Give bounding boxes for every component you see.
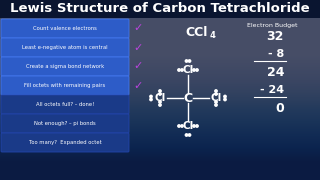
Text: Least e-negative atom is central: Least e-negative atom is central: [22, 45, 108, 50]
Text: Cl: Cl: [210, 93, 222, 103]
Text: Create a sigma bond network: Create a sigma bond network: [26, 64, 104, 69]
Circle shape: [150, 95, 152, 98]
Circle shape: [196, 69, 198, 71]
Circle shape: [215, 104, 217, 106]
Text: All octets full? – done!: All octets full? – done!: [36, 102, 94, 107]
Text: CCl: CCl: [185, 26, 207, 39]
Text: Cl: Cl: [182, 65, 194, 75]
Circle shape: [215, 90, 217, 92]
Text: Cl: Cl: [182, 121, 194, 131]
Circle shape: [196, 125, 198, 127]
Text: ✓: ✓: [133, 42, 143, 53]
Text: Too many?  Expanded octet: Too many? Expanded octet: [28, 140, 101, 145]
Circle shape: [224, 98, 226, 101]
Circle shape: [178, 69, 180, 71]
Circle shape: [181, 125, 183, 127]
FancyBboxPatch shape: [1, 133, 129, 152]
Circle shape: [159, 90, 161, 92]
Circle shape: [159, 104, 161, 106]
Text: ✓: ✓: [133, 62, 143, 71]
Text: ✓: ✓: [133, 24, 143, 33]
FancyBboxPatch shape: [1, 76, 129, 95]
Circle shape: [159, 101, 161, 103]
Text: 32: 32: [267, 30, 284, 42]
Circle shape: [178, 125, 180, 127]
Text: Electron Budget: Electron Budget: [247, 24, 297, 28]
Text: Cl: Cl: [154, 93, 166, 103]
FancyBboxPatch shape: [1, 114, 129, 133]
Circle shape: [215, 93, 217, 95]
Circle shape: [181, 69, 183, 71]
Text: - 24: - 24: [260, 85, 284, 95]
FancyBboxPatch shape: [1, 19, 129, 38]
Text: Count valence electrons: Count valence electrons: [33, 26, 97, 31]
Text: - 8: - 8: [268, 49, 284, 59]
Text: Fill octets with remaining pairs: Fill octets with remaining pairs: [24, 83, 106, 88]
Text: ✓: ✓: [133, 80, 143, 91]
Text: Lewis Structure of Carbon Tetrachloride: Lewis Structure of Carbon Tetrachloride: [10, 3, 310, 15]
Text: C: C: [183, 91, 193, 105]
FancyBboxPatch shape: [1, 38, 129, 57]
Circle shape: [188, 60, 191, 62]
FancyBboxPatch shape: [1, 57, 129, 76]
Circle shape: [193, 125, 195, 127]
Text: 4: 4: [210, 31, 216, 40]
Circle shape: [150, 98, 152, 101]
Circle shape: [215, 101, 217, 103]
FancyBboxPatch shape: [1, 95, 129, 114]
Circle shape: [185, 60, 188, 62]
Text: Not enough? – pi bonds: Not enough? – pi bonds: [34, 121, 96, 126]
Text: 24: 24: [267, 66, 284, 78]
Circle shape: [224, 95, 226, 98]
FancyBboxPatch shape: [0, 0, 320, 18]
Circle shape: [159, 93, 161, 95]
Circle shape: [193, 69, 195, 71]
Text: 0: 0: [275, 102, 284, 114]
Circle shape: [188, 134, 191, 136]
Circle shape: [185, 134, 188, 136]
